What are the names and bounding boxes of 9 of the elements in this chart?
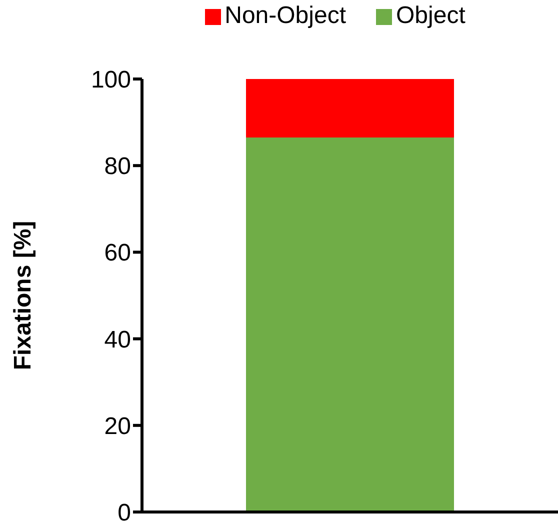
y-tick-label: 20 (104, 412, 131, 440)
legend-label: Non-Object (224, 2, 346, 29)
y-tick-label: 0 (118, 500, 131, 522)
legend-label: Object (396, 2, 466, 29)
y-axis-title: Fixations [%] (10, 220, 37, 370)
y-tick-label: 40 (104, 326, 131, 354)
y-tick-label: 60 (104, 240, 131, 267)
y-tick-label: 80 (104, 153, 131, 180)
y-tick-label: 100 (90, 66, 131, 94)
